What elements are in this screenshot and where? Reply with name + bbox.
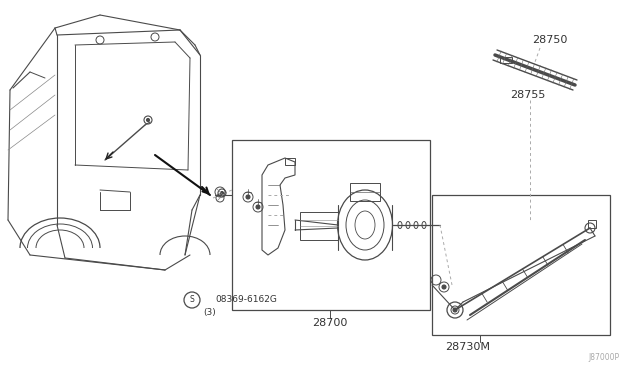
Bar — [350, 183, 380, 201]
Text: (3): (3) — [204, 308, 216, 317]
Text: 28730M: 28730M — [445, 342, 490, 352]
Text: 28700: 28700 — [312, 318, 348, 328]
Text: 28755: 28755 — [510, 90, 545, 100]
Bar — [300, 212, 338, 240]
Circle shape — [221, 192, 223, 195]
Bar — [588, 220, 596, 228]
Text: J87000P: J87000P — [589, 353, 620, 362]
Circle shape — [246, 195, 250, 199]
Text: 08369-6162G: 08369-6162G — [215, 295, 277, 305]
Circle shape — [442, 285, 446, 289]
Text: 28750: 28750 — [532, 35, 568, 45]
Circle shape — [147, 119, 150, 122]
Text: S: S — [189, 295, 195, 305]
Bar — [232, 140, 430, 310]
Circle shape — [453, 308, 457, 312]
Bar — [432, 195, 610, 335]
Circle shape — [256, 205, 260, 209]
Bar — [500, 57, 512, 63]
